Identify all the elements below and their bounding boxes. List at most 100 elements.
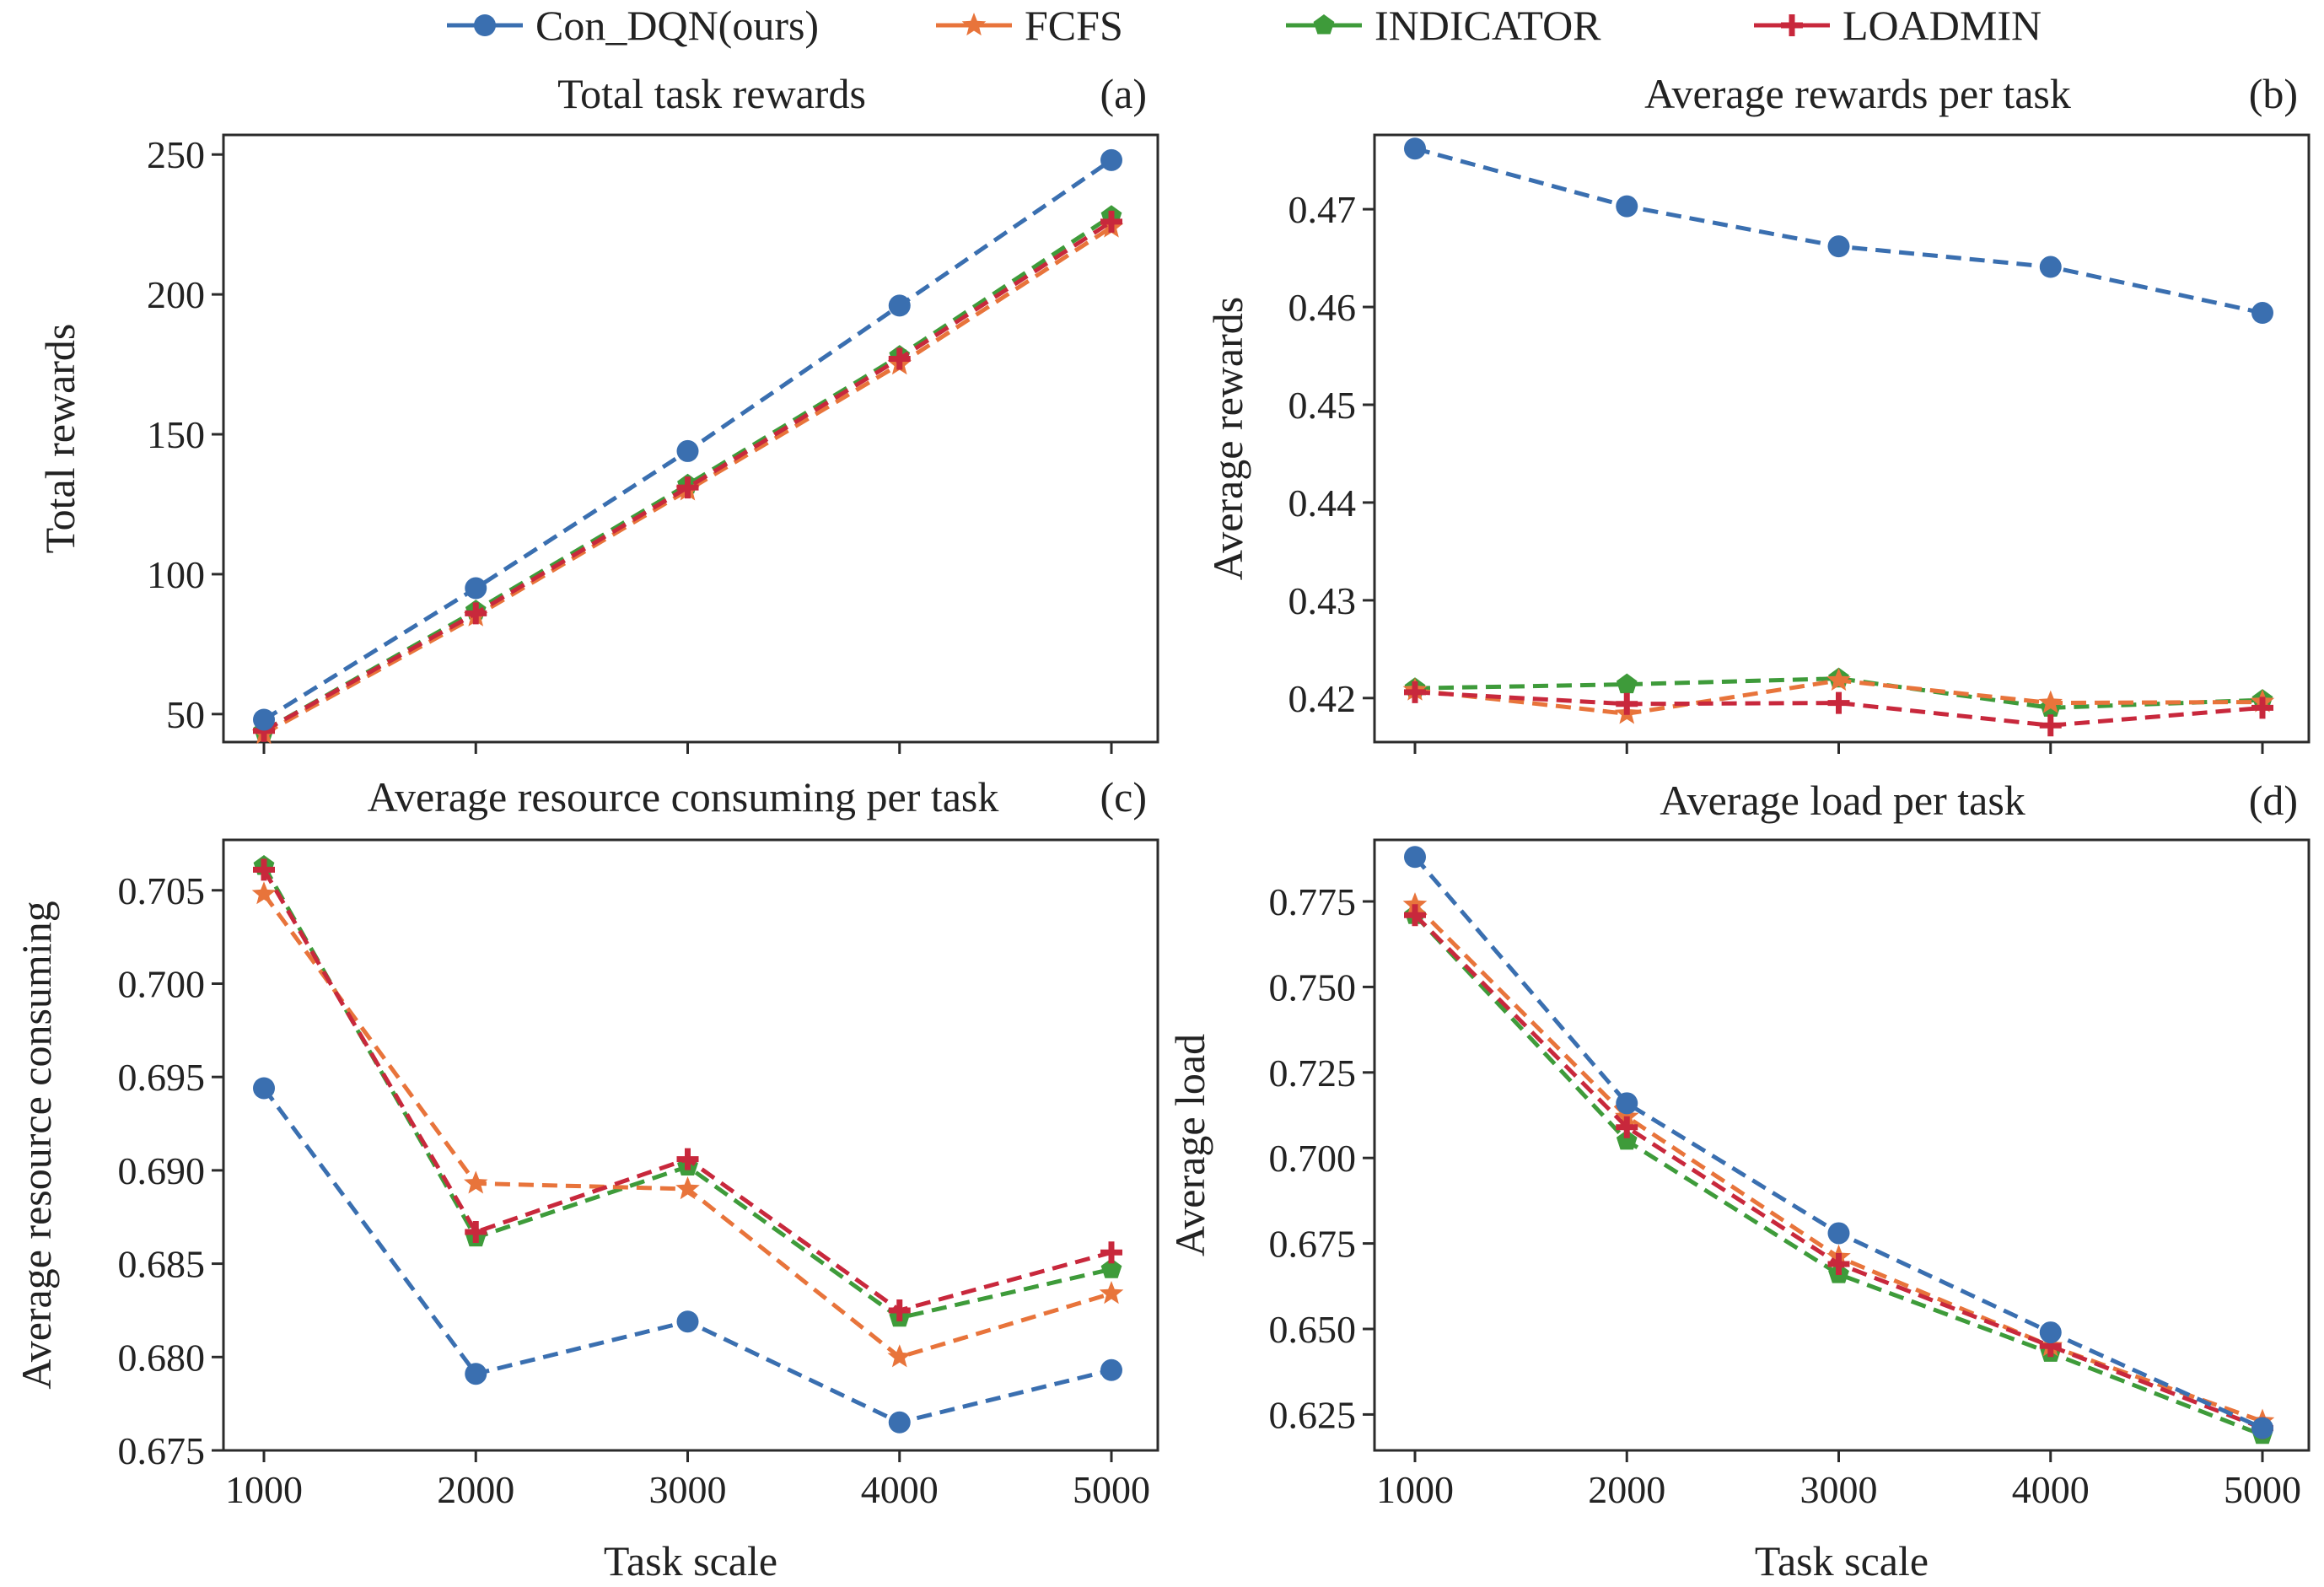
data-point	[1616, 1116, 1638, 1138]
series-loadmin	[1404, 681, 2273, 737]
panel-tag: (b)	[2249, 70, 2298, 117]
data-point	[1100, 1258, 1122, 1278]
y-tick-label: 0.725	[1269, 1052, 1357, 1095]
panel-b: Average rewards per task (b) Average rewar…	[1204, 70, 2311, 754]
panel-a: Total task rewards (a) Total rewards 50 100 1…	[36, 70, 1159, 754]
y-tick-label: 150	[147, 413, 205, 456]
panel-tag: (c)	[1100, 773, 1148, 820]
series-loadmin	[1404, 904, 2273, 1439]
x-tick-label: 5000	[1073, 1468, 1150, 1511]
series-con-dqn-ours	[1404, 846, 2273, 1439]
y-tick-label: 200	[147, 273, 205, 316]
data-point	[253, 708, 275, 731]
series-fcfs	[251, 881, 1124, 1368]
data-point	[1827, 235, 1850, 258]
x-tick-label: 4000	[861, 1468, 939, 1511]
data-point	[1826, 668, 1851, 691]
x-tick-label: 5000	[2224, 1468, 2301, 1511]
panel-title: Average rewards per task	[1644, 70, 2071, 117]
y-tick-label: 0.43	[1288, 579, 1357, 622]
data-point	[2039, 1321, 2062, 1344]
x-tick-label: 2000	[437, 1468, 514, 1511]
legend-marker-circle	[474, 14, 496, 36]
data-point	[1827, 1222, 1850, 1245]
data-point	[676, 1148, 699, 1170]
series-con-dqn-ours	[1404, 137, 2273, 325]
data-point	[253, 858, 275, 881]
series-con-dqn-ours	[253, 148, 1122, 731]
y-tick-label: 50	[166, 693, 205, 736]
data-point	[465, 1363, 487, 1385]
data-point	[888, 347, 911, 370]
data-point	[251, 881, 277, 905]
data-point	[676, 1310, 699, 1333]
y-tick-label: 0.675	[1269, 1223, 1357, 1266]
data-point	[1616, 692, 1638, 715]
data-point	[676, 476, 699, 499]
data-point	[2251, 302, 2273, 325]
data-point	[1616, 673, 1638, 694]
series-line	[1413, 855, 2264, 1430]
data-point	[2251, 1417, 2273, 1439]
y-tick-label: 0.775	[1269, 880, 1357, 923]
plot-frame	[1373, 133, 2311, 744]
legend-label: Con_DQN(ours)	[535, 2, 819, 49]
series-line	[1413, 913, 2263, 1438]
y-tick-label: 0.680	[118, 1336, 206, 1379]
data-point	[1827, 1252, 1850, 1275]
series-line	[261, 1087, 1112, 1425]
y-tick-label: 0.690	[118, 1149, 206, 1192]
data-point	[464, 1170, 488, 1194]
series-loadmin	[253, 858, 1122, 1321]
data-point	[1100, 1241, 1122, 1264]
series-indicator	[253, 205, 1122, 740]
y-tick-label: 0.45	[1288, 384, 1357, 427]
y-axis-label: Average rewards	[1204, 297, 1251, 580]
data-point	[1404, 681, 1426, 703]
data-point	[675, 1176, 700, 1200]
data-point	[253, 1077, 275, 1100]
y-tick-label: 0.750	[1269, 966, 1357, 1009]
y-tick-label: 0.700	[1269, 1137, 1357, 1180]
legend-label: LOADMIN	[1843, 2, 2042, 49]
legend-marker-star	[961, 13, 987, 36]
y-tick-label: 0.44	[1288, 481, 1357, 525]
data-point	[887, 1344, 912, 1368]
series-line	[262, 158, 1113, 722]
legend-marker-plus	[1781, 14, 1803, 36]
plot-frame	[1373, 838, 2311, 1452]
legend-item-loadmin: LOADMIN	[1754, 2, 2042, 49]
data-point	[2251, 697, 2273, 719]
data-point	[1100, 210, 1122, 233]
x-tick-label: 4000	[2012, 1468, 2090, 1511]
series-line	[1413, 913, 2263, 1430]
x-tick-label: 1000	[1376, 1468, 1454, 1511]
data-point	[1100, 1358, 1122, 1381]
y-tick-label: 250	[147, 133, 205, 176]
panel-title: Total task rewards	[557, 70, 866, 117]
plot-frame	[222, 838, 1159, 1452]
plot-frame	[222, 133, 1159, 744]
data-point	[1402, 892, 1428, 916]
data-point	[1616, 1129, 1638, 1150]
x-tick-label: 1000	[225, 1468, 303, 1511]
panel-c: Average resource consuming per task (c) Av…	[13, 773, 1159, 1584]
data-point	[1404, 904, 1426, 927]
data-point	[2038, 690, 2063, 713]
data-point	[1100, 148, 1122, 171]
data-point	[676, 439, 699, 462]
data-point	[888, 1299, 911, 1321]
series-line	[261, 869, 1112, 1313]
data-point	[1099, 1281, 1124, 1305]
legend-label: FCFS	[1025, 2, 1123, 49]
series-line	[1414, 676, 2263, 710]
y-tick-label: 0.625	[1269, 1393, 1357, 1436]
y-tick-label: 0.650	[1269, 1308, 1357, 1351]
x-tick-label: 2000	[1588, 1468, 1665, 1511]
data-point	[1827, 691, 1850, 714]
y-axis-label: Average load	[1166, 1034, 1213, 1256]
data-point	[2039, 256, 2062, 278]
x-tick-label: 3000	[1800, 1468, 1878, 1511]
x-axis-label: Task scale	[604, 1537, 777, 1584]
